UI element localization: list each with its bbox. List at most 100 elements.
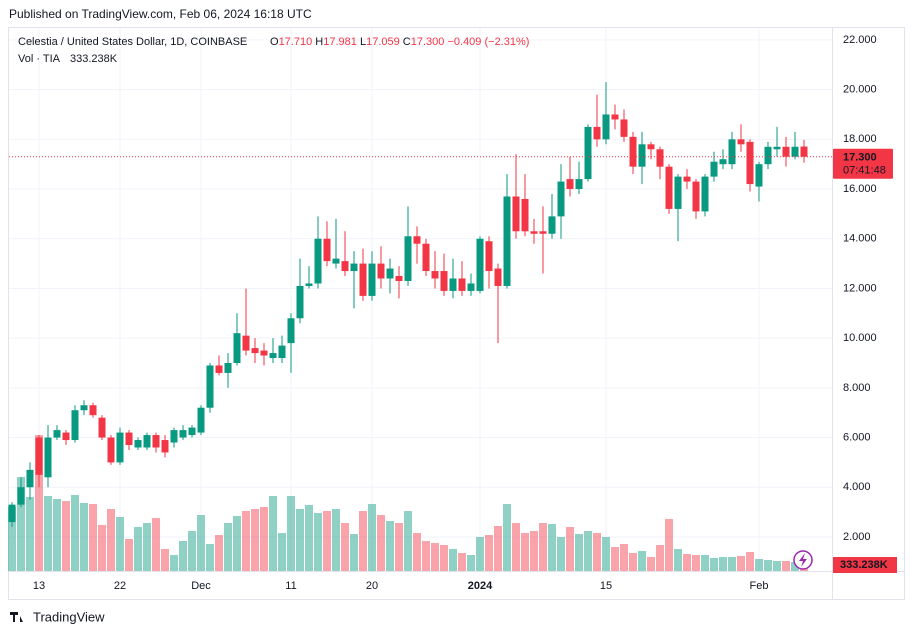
- volume-bar: [26, 497, 34, 571]
- volume-bar: [611, 547, 619, 571]
- body: [584, 126, 592, 180]
- body: [170, 430, 178, 443]
- body: [494, 268, 502, 286]
- y-tick-label: 2.000: [843, 531, 871, 543]
- body: [395, 276, 403, 281]
- body: [251, 348, 259, 354]
- volume-bar: [458, 553, 466, 571]
- volume-bar: [539, 523, 547, 571]
- volume-bar: [53, 499, 61, 571]
- logo: TradingView: [10, 609, 105, 624]
- body: [620, 119, 628, 137]
- volume-bar: [656, 545, 664, 571]
- body: [323, 238, 331, 262]
- volume-bar: [152, 518, 160, 571]
- volume-bar: [170, 555, 178, 571]
- volume-bar: [764, 560, 772, 571]
- body: [8, 504, 16, 523]
- y-tick-label: 6.000: [843, 431, 871, 443]
- volume-bar: [296, 509, 304, 571]
- volume-bar: [683, 554, 691, 571]
- body: [305, 283, 313, 286]
- body: [125, 432, 133, 446]
- body: [431, 271, 439, 279]
- volume-bar: [476, 537, 484, 571]
- body: [440, 271, 448, 291]
- volume-bar: [548, 524, 556, 571]
- candles: [8, 82, 808, 528]
- body: [566, 179, 574, 190]
- change: −0.409 (−2.31%): [447, 36, 529, 48]
- body: [530, 231, 538, 234]
- body: [656, 149, 664, 167]
- c: C: [403, 36, 411, 48]
- body: [548, 216, 556, 234]
- body: [593, 126, 601, 140]
- x-tick-label: 2024: [468, 580, 493, 592]
- volume-name: Vol · TIA: [18, 53, 61, 65]
- volume-bar: [269, 496, 277, 571]
- volume-bar: [116, 517, 124, 571]
- body: [161, 440, 169, 453]
- body: [89, 405, 97, 416]
- volume-tag: [833, 557, 897, 573]
- x-tick-label: 22: [114, 580, 126, 592]
- x-tick-label: 11: [285, 580, 296, 592]
- body: [62, 432, 70, 441]
- body: [98, 417, 106, 438]
- body: [422, 243, 430, 272]
- legend-title: Celestia / United States Dollar, 1D, COI…: [18, 36, 247, 48]
- body: [152, 435, 160, 448]
- body: [188, 427, 196, 436]
- volume-bar: [143, 523, 151, 571]
- open: 17.710: [279, 36, 313, 48]
- body: [359, 263, 367, 296]
- body: [458, 278, 466, 291]
- body: [701, 176, 709, 212]
- body: [35, 437, 43, 475]
- volume-bar: [593, 533, 601, 571]
- body: [728, 139, 736, 165]
- body: [44, 437, 52, 478]
- volume-bar: [791, 562, 799, 571]
- volume-bar: [386, 521, 394, 571]
- body: [575, 179, 583, 190]
- volume-bar: [44, 496, 52, 571]
- volume-bar: [107, 509, 115, 571]
- body: [134, 440, 142, 448]
- volume-bar: [80, 503, 88, 571]
- y-tick-label: 10.000: [843, 332, 877, 344]
- body: [773, 146, 781, 150]
- volume-bar: [377, 515, 385, 571]
- volume-bar: [575, 534, 583, 571]
- volume-bar: [215, 535, 223, 571]
- l: L: [360, 36, 366, 48]
- body: [53, 430, 61, 438]
- body: [260, 350, 268, 356]
- y-tick-label: 20.000: [843, 84, 877, 96]
- volume-tag-label: 333.238K: [840, 559, 888, 571]
- x-tick-label: 15: [600, 580, 612, 592]
- legend: Celestia / United States Dollar, 1D, COI…: [18, 36, 529, 65]
- icon[interactable]: [793, 550, 813, 570]
- frame: [8, 27, 905, 600]
- volume-bar: [773, 561, 781, 571]
- volume-bar: [35, 435, 43, 571]
- volume-bar: [728, 557, 736, 571]
- volume-bar: [404, 511, 412, 571]
- volume-bar: [395, 523, 403, 571]
- volume-bar: [449, 549, 457, 571]
- body: [512, 196, 520, 232]
- volume-bar: [737, 556, 745, 571]
- volume-bar: [494, 526, 502, 571]
- y-tick-label: 18.000: [843, 133, 877, 145]
- body: [719, 159, 727, 165]
- body: [755, 164, 763, 187]
- volume-bar: [62, 501, 70, 571]
- volume-bar: [485, 535, 493, 571]
- volume-bar: [305, 505, 313, 571]
- icon-bolt[interactable]: [799, 553, 807, 567]
- x-tick-label: 13: [33, 580, 45, 592]
